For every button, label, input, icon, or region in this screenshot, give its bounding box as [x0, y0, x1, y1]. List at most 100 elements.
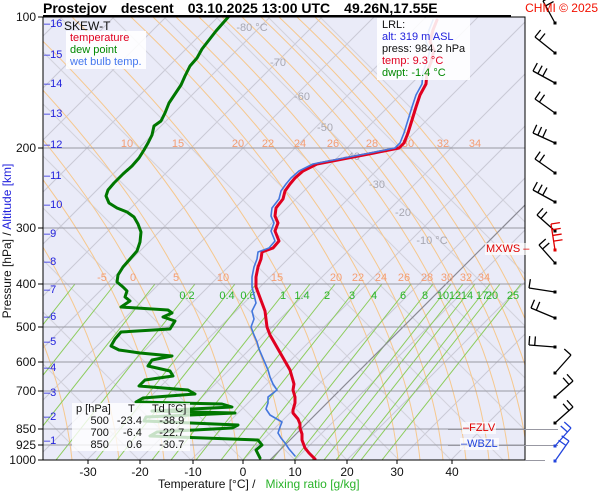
wbzl-marker: –WBZL — [460, 438, 499, 450]
mixing-ratio-label: 14 — [461, 290, 473, 302]
lrl-pressure: press: 984.2 hPa — [382, 43, 466, 55]
mixing-ratio-label: 2 — [324, 290, 330, 302]
plot-border — [42, 16, 526, 461]
altitude-tick-label: –5 — [44, 336, 56, 348]
wind-barb — [553, 421, 572, 448]
moist-adiabat-line — [241, 17, 510, 460]
altitude-tick-label: –3 — [44, 387, 56, 399]
table-row: 700 -6.4 -22.7 — [72, 427, 190, 439]
pressure-tick-label: 400 — [16, 277, 36, 291]
mixing-ratio-label: 6 — [400, 290, 406, 302]
pressure-tick-label: 600 — [16, 355, 36, 369]
station-coords: 49.26N,17.55E — [344, 0, 438, 16]
x-axis-temp-label: Temperature [°C] / — [158, 477, 256, 491]
altitude-tick-label: –2 — [44, 411, 56, 423]
altitude-tick-label: –4 — [44, 362, 56, 374]
wind-barb — [534, 151, 557, 175]
pressure-tick-label: 100 — [16, 10, 36, 24]
adiabat-label: 26 — [398, 272, 410, 284]
mixing-ratio-label: 8 — [422, 290, 428, 302]
moist-adiabat-line — [278, 17, 525, 367]
cell-p-500: 500 — [90, 415, 109, 427]
y-axis-pressure-label: Pressure [hPa] — [0, 239, 14, 319]
lrl-dewpoint: dwpt: -1.4 °C — [382, 67, 446, 79]
altitude-tick-label: –11 — [44, 170, 62, 182]
mixing-ratio-label: 3 — [349, 290, 355, 302]
isotherm-label: -30 — [369, 179, 385, 191]
altitude-tick-label: –6 — [44, 311, 56, 323]
wind-barb — [538, 238, 557, 265]
altitude-tick-label: –15 — [44, 49, 62, 61]
x-axis-title: Temperature [°C] / Mixing ratio [g/kg] — [158, 477, 370, 491]
isotherm-label: -60 — [294, 91, 310, 103]
adiabat-label: 20 — [330, 272, 342, 284]
wind-barb — [553, 348, 572, 375]
adiabat-label: 28 — [366, 138, 378, 150]
adiabat-label: 0 — [130, 272, 136, 284]
sounding-levels-table: p [hPa] T Td [°C] 500 -23.4 -38.9 700 -6… — [72, 403, 191, 451]
moist-adiabat-line — [43, 40, 286, 460]
sounding-datetime: 03.10.2025 13:00 UTC — [187, 0, 331, 16]
moist-adiabat-line — [130, 17, 399, 460]
cell-p-700: 700 — [90, 427, 109, 439]
altitude-tick-label: –1 — [44, 435, 56, 447]
isotherm-label: -80 °C — [236, 22, 267, 34]
pressure-tick-label: 925 — [16, 438, 36, 452]
credit-label: CHMI © 2025 — [525, 1, 598, 15]
isotherm-label: -20 — [395, 207, 411, 219]
lrl-temperature: temp: 9.3 °C — [382, 55, 444, 67]
mixing-ratio-label: 10 — [437, 290, 449, 302]
mixing-ratio-label: 1 — [280, 290, 286, 302]
mixing-ratio-label: 12 — [449, 290, 461, 302]
adiabat-label: 30 — [441, 272, 453, 284]
pressure-tick-label: 850 — [16, 422, 36, 436]
legend-temperature: temperature — [70, 32, 130, 44]
adiabat-label: 22 — [262, 138, 274, 150]
col-pressure: p [hPa] — [76, 403, 111, 415]
sounding-type: descent — [120, 0, 174, 16]
cell-t-700: -6.4 — [122, 427, 142, 439]
pressure-tick-label: 700 — [16, 384, 36, 398]
wind-barb — [534, 29, 557, 55]
temp-tick-label: -20 — [131, 465, 149, 479]
moist-adiabat-line — [152, 17, 421, 460]
temperature-curve — [254, 18, 439, 460]
adiabat-label: 24 — [294, 138, 306, 150]
isotherm-label: -70 — [270, 57, 286, 69]
wind-barb — [530, 299, 557, 320]
adiabat-label: 34 — [469, 138, 481, 150]
col-dewpoint: Td [°C] — [151, 403, 187, 415]
isotherm-label: -10 °C — [416, 235, 447, 247]
mixing-ratio-label: 25 — [507, 290, 519, 302]
legend-dew-point: dew point — [70, 44, 118, 56]
wind-barb — [542, 0, 557, 25]
mxws-marker: MXWS – — [485, 243, 531, 255]
wet-bulb-temp--curve — [250, 19, 434, 457]
wind-barb — [553, 399, 574, 425]
mixing-ratio-label: 4 — [371, 290, 377, 302]
wind-barb — [528, 279, 557, 294]
moist-adiabat-line — [43, 139, 196, 460]
y-axis-altitude-label: Altitude [km] — [0, 163, 14, 230]
wind-barb — [553, 435, 570, 463]
fzlv-marker: –FZLV — [462, 422, 497, 434]
mixing-ratio-label: 17 — [476, 290, 488, 302]
dew-point-curve — [104, 17, 264, 460]
wind-barb — [532, 181, 557, 204]
chart-type-label: SKEW-T — [64, 19, 111, 33]
legend-wet-bulb: wet bulb temp. — [70, 56, 142, 68]
cell-td-850: -30.7 — [159, 439, 185, 451]
temp-tick-label: 0 — [240, 465, 247, 479]
mixing-ratio-label: 20 — [486, 290, 498, 302]
altitude-tick-label: –13 — [44, 108, 62, 120]
adiabat-label: 15 — [172, 138, 184, 150]
sounding-curves — [104, 17, 439, 460]
cell-t-500: -23.4 — [116, 415, 142, 427]
temp-tick-label: -30 — [79, 465, 97, 479]
altitude-tick-label: –9 — [44, 228, 56, 240]
moist-adiabat-line — [43, 246, 120, 460]
table-header-row: p [hPa] T Td [°C] — [72, 403, 190, 415]
lrl-altitude: alt: 319 m ASL — [382, 31, 454, 43]
adiabat-label: 10 — [217, 272, 229, 284]
